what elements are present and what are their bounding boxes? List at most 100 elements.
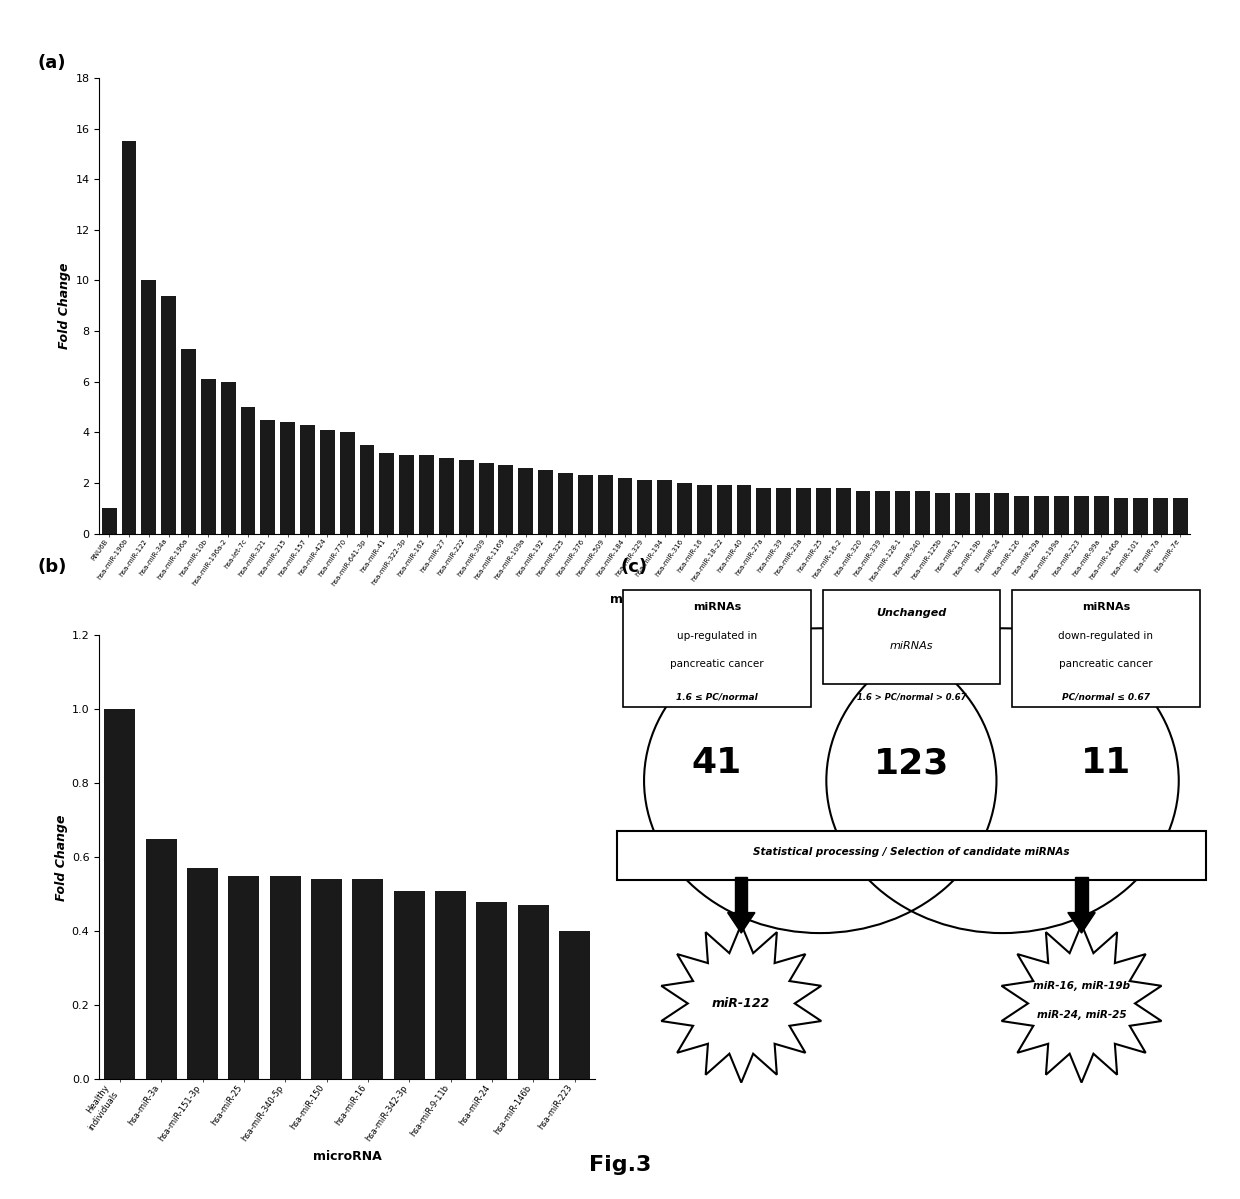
- Bar: [1094, 495, 1109, 534]
- Bar: [1133, 498, 1148, 534]
- Bar: [300, 424, 315, 534]
- Bar: [399, 456, 414, 534]
- Text: 1.6 > PC/normal > 0.67: 1.6 > PC/normal > 0.67: [857, 693, 966, 701]
- Bar: [598, 475, 613, 534]
- Text: Unchanged: Unchanged: [877, 608, 946, 617]
- Text: miRNAs: miRNAs: [1081, 602, 1130, 611]
- Bar: [379, 452, 394, 534]
- Polygon shape: [728, 912, 755, 933]
- Text: miR-122: miR-122: [712, 996, 770, 1010]
- Bar: [260, 420, 275, 534]
- Bar: [360, 445, 374, 534]
- Bar: [241, 406, 255, 534]
- Bar: [559, 932, 590, 1079]
- Polygon shape: [735, 878, 748, 912]
- Bar: [280, 422, 295, 534]
- Y-axis label: Fold Change: Fold Change: [55, 814, 67, 900]
- Bar: [856, 490, 870, 534]
- Bar: [122, 141, 136, 534]
- Bar: [717, 486, 732, 534]
- Bar: [102, 508, 117, 534]
- Text: Fig.3: Fig.3: [589, 1155, 651, 1175]
- Text: 1.6 ≤ PC/normal: 1.6 ≤ PC/normal: [676, 693, 758, 701]
- Bar: [311, 880, 342, 1079]
- Bar: [518, 468, 533, 534]
- Text: 11: 11: [1081, 746, 1131, 781]
- Bar: [320, 429, 335, 534]
- Bar: [340, 433, 355, 534]
- Polygon shape: [661, 924, 821, 1083]
- Bar: [776, 488, 791, 534]
- Text: 123: 123: [874, 746, 949, 781]
- Text: 41: 41: [692, 746, 742, 781]
- Text: down-regulated in: down-regulated in: [1058, 631, 1153, 641]
- Bar: [637, 481, 652, 534]
- Bar: [394, 891, 424, 1079]
- X-axis label: microRNA: microRNA: [312, 1150, 382, 1163]
- Bar: [994, 493, 1009, 534]
- FancyBboxPatch shape: [622, 590, 811, 707]
- Bar: [1153, 498, 1168, 534]
- X-axis label: microRNA: microRNA: [610, 594, 680, 607]
- Bar: [1173, 498, 1188, 534]
- Bar: [1074, 495, 1089, 534]
- Bar: [161, 296, 176, 534]
- Text: pancreatic cancer: pancreatic cancer: [1059, 658, 1153, 669]
- Text: (b): (b): [37, 558, 67, 576]
- Bar: [538, 470, 553, 534]
- Bar: [439, 458, 454, 534]
- Bar: [476, 902, 507, 1079]
- Bar: [270, 875, 301, 1079]
- Text: miRNAs: miRNAs: [693, 602, 742, 611]
- Bar: [187, 868, 218, 1079]
- Bar: [796, 488, 811, 534]
- Bar: [1014, 495, 1029, 534]
- Bar: [435, 891, 466, 1079]
- Bar: [146, 839, 177, 1079]
- Bar: [836, 488, 851, 534]
- Polygon shape: [1068, 912, 1095, 933]
- Text: miR-24, miR-25: miR-24, miR-25: [1037, 1010, 1126, 1020]
- Bar: [104, 710, 135, 1079]
- Text: PC/normal ≤ 0.67: PC/normal ≤ 0.67: [1061, 693, 1149, 701]
- Bar: [1054, 495, 1069, 534]
- Bar: [1034, 495, 1049, 534]
- Bar: [181, 349, 196, 534]
- Bar: [915, 490, 930, 534]
- Bar: [479, 463, 494, 534]
- Bar: [677, 483, 692, 534]
- Bar: [141, 281, 156, 534]
- Bar: [518, 905, 549, 1079]
- Bar: [419, 456, 434, 534]
- Bar: [459, 460, 474, 534]
- Bar: [955, 493, 970, 534]
- Bar: [697, 486, 712, 534]
- Bar: [875, 490, 890, 534]
- Bar: [737, 486, 751, 534]
- Text: pancreatic cancer: pancreatic cancer: [670, 658, 764, 669]
- Bar: [1114, 498, 1128, 534]
- Polygon shape: [1075, 878, 1087, 912]
- Text: (c): (c): [620, 558, 647, 576]
- Polygon shape: [1002, 924, 1162, 1083]
- Bar: [895, 490, 910, 534]
- Bar: [578, 475, 593, 534]
- FancyBboxPatch shape: [616, 831, 1207, 880]
- Bar: [228, 875, 259, 1079]
- Bar: [935, 493, 950, 534]
- Bar: [221, 381, 236, 534]
- Bar: [201, 379, 216, 534]
- Bar: [352, 880, 383, 1079]
- Bar: [975, 493, 990, 534]
- Text: miR-16, miR-19b: miR-16, miR-19b: [1033, 981, 1130, 990]
- Text: miRNAs: miRNAs: [889, 641, 934, 651]
- Bar: [657, 481, 672, 534]
- Bar: [816, 488, 831, 534]
- Bar: [618, 478, 632, 534]
- Text: Statistical processing / Selection of candidate miRNAs: Statistical processing / Selection of ca…: [753, 848, 1070, 857]
- FancyBboxPatch shape: [1012, 590, 1200, 707]
- Text: up-regulated in: up-regulated in: [677, 631, 758, 641]
- Bar: [498, 465, 513, 534]
- Bar: [756, 488, 771, 534]
- Y-axis label: Fold Change: Fold Change: [58, 263, 71, 349]
